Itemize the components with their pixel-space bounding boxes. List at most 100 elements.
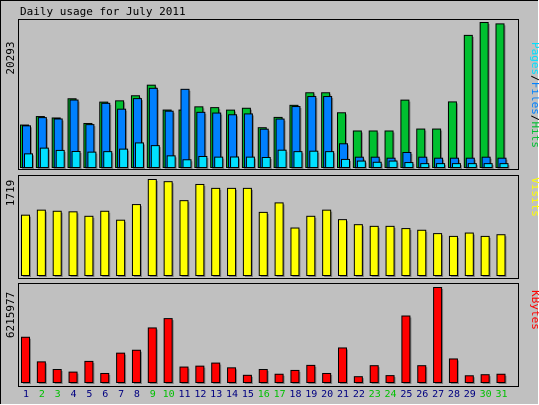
usage-bar-pages-20 bbox=[325, 151, 335, 169]
kbytes-bar-6 bbox=[100, 372, 110, 383]
usage-bar-pages-9 bbox=[150, 145, 160, 168]
kbytes-bar-14 bbox=[227, 367, 237, 383]
visits-bar-26 bbox=[417, 229, 427, 277]
usage-bar-files-11 bbox=[180, 88, 190, 168]
kbytes-bar-23 bbox=[369, 365, 379, 383]
visits-bar-5 bbox=[84, 215, 94, 277]
chart-title: Daily usage for July 2011 bbox=[20, 5, 186, 18]
usage-bar-pages-10 bbox=[166, 155, 176, 169]
x-label-day-12: 12 bbox=[194, 389, 206, 400]
kbytes-bar-18 bbox=[290, 369, 300, 383]
kbytes-y-max-label: 6215977 bbox=[4, 292, 17, 338]
kbytes-bar-2 bbox=[36, 361, 46, 383]
usage-bar-pages-24 bbox=[388, 160, 398, 169]
x-label-day-7: 7 bbox=[118, 389, 124, 400]
kbytes-bar-4 bbox=[68, 371, 78, 383]
x-label-day-30: 30 bbox=[480, 389, 492, 400]
usage-bar-pages-22 bbox=[356, 160, 366, 169]
usage-bar-pages-6 bbox=[103, 151, 113, 169]
usage-bar-pages-15 bbox=[245, 156, 255, 168]
visits-bar-27 bbox=[433, 233, 443, 277]
usage-bar-pages-7 bbox=[119, 148, 129, 168]
usage-y-max-label: 20293 bbox=[4, 41, 17, 74]
x-label-day-6: 6 bbox=[102, 389, 108, 400]
usage-bar-pages-28 bbox=[451, 163, 461, 168]
usage-bar-pages-25 bbox=[404, 162, 414, 169]
kbytes-legend: KBytes bbox=[529, 290, 539, 330]
x-label-day-14: 14 bbox=[226, 389, 238, 400]
x-label-day-17: 17 bbox=[274, 389, 286, 400]
kbytes-bar-30 bbox=[480, 374, 490, 383]
visits-bar-28 bbox=[448, 235, 458, 276]
usage-bar-pages-31 bbox=[499, 163, 509, 168]
x-label-day-11: 11 bbox=[178, 389, 190, 400]
x-label-day-2: 2 bbox=[39, 389, 45, 400]
kbytes-bar-10 bbox=[163, 318, 173, 384]
x-label-day-23: 23 bbox=[369, 389, 381, 400]
usage-bar-pages-29 bbox=[467, 163, 477, 168]
kbytes-bar-29 bbox=[464, 375, 474, 383]
visits-bar-16 bbox=[258, 211, 268, 276]
kbytes-bar-24 bbox=[385, 375, 395, 383]
kbytes-bar-15 bbox=[242, 374, 252, 383]
kbytes-bar-3 bbox=[52, 369, 62, 383]
visits-bar-9 bbox=[147, 179, 157, 276]
kbytes-bar-22 bbox=[353, 376, 363, 383]
x-label-day-4: 4 bbox=[71, 389, 77, 400]
x-label-day-24: 24 bbox=[385, 389, 397, 400]
usage-bar-pages-27 bbox=[436, 163, 446, 168]
x-label-day-28: 28 bbox=[448, 389, 460, 400]
x-label-day-22: 22 bbox=[353, 389, 365, 400]
x-label-day-21: 21 bbox=[337, 389, 349, 400]
visits-bar-18 bbox=[290, 227, 300, 277]
x-label-day-9: 9 bbox=[150, 389, 156, 400]
usage-bar-pages-30 bbox=[483, 163, 493, 168]
usage-bar-pages-17 bbox=[277, 149, 287, 169]
visits-legend: Visits bbox=[529, 177, 539, 217]
usage-bar-pages-11 bbox=[182, 159, 192, 168]
kbytes-bar-11 bbox=[179, 366, 189, 383]
visits-bar-14 bbox=[227, 187, 237, 276]
usage-bar-pages-2 bbox=[39, 147, 49, 169]
usage-bar-pages-21 bbox=[341, 158, 350, 168]
kbytes-bar-13 bbox=[211, 362, 221, 383]
kbytes-bar-19 bbox=[306, 364, 316, 383]
x-label-day-16: 16 bbox=[258, 389, 270, 400]
visits-bar-19 bbox=[306, 215, 316, 277]
usage-bar-pages-4 bbox=[71, 150, 81, 168]
x-label-day-8: 8 bbox=[134, 389, 140, 400]
x-label-day-31: 31 bbox=[495, 389, 507, 400]
usage-bar-pages-23 bbox=[372, 161, 382, 169]
bars-layer bbox=[20, 22, 510, 384]
visits-bar-30 bbox=[480, 235, 490, 276]
x-label-day-19: 19 bbox=[305, 389, 317, 400]
usage-bar-pages-19 bbox=[309, 150, 319, 168]
kbytes-bar-7 bbox=[116, 352, 126, 383]
kbytes-bar-26 bbox=[417, 365, 427, 383]
kbytes-bar-1 bbox=[21, 336, 30, 384]
usage-bar-pages-18 bbox=[293, 151, 303, 169]
x-axis-labels: 1 2 3 4 5 6 7 8 9 10 11 12 13 14 15 16 17 18 19 20 21 22 23 24 2… bbox=[23, 389, 508, 400]
kbytes-bar-25 bbox=[401, 315, 411, 383]
legend-hits: Hits bbox=[529, 122, 539, 149]
kbytes-bar-28 bbox=[448, 358, 458, 383]
x-label-day-18: 18 bbox=[289, 389, 301, 400]
x-label-day-1: 1 bbox=[23, 389, 29, 400]
visits-bar-1 bbox=[21, 214, 30, 277]
x-label-day-10: 10 bbox=[163, 389, 175, 400]
usage-bar-hits-29 bbox=[463, 34, 473, 169]
visits-bar-25 bbox=[401, 228, 411, 276]
usage-bar-hits-30 bbox=[479, 22, 489, 168]
x-label-day-13: 13 bbox=[210, 389, 222, 400]
usage-bar-pages-26 bbox=[420, 163, 430, 168]
kbytes-bar-9 bbox=[147, 327, 157, 384]
visits-bar-2 bbox=[36, 209, 46, 276]
visits-bar-17 bbox=[274, 202, 284, 277]
visits-bar-20 bbox=[322, 209, 332, 276]
usage-bar-pages-1 bbox=[24, 153, 33, 168]
kbytes-bar-12 bbox=[195, 365, 205, 383]
legend-sep-1: / bbox=[529, 75, 539, 82]
visits-bar-6 bbox=[100, 210, 110, 276]
